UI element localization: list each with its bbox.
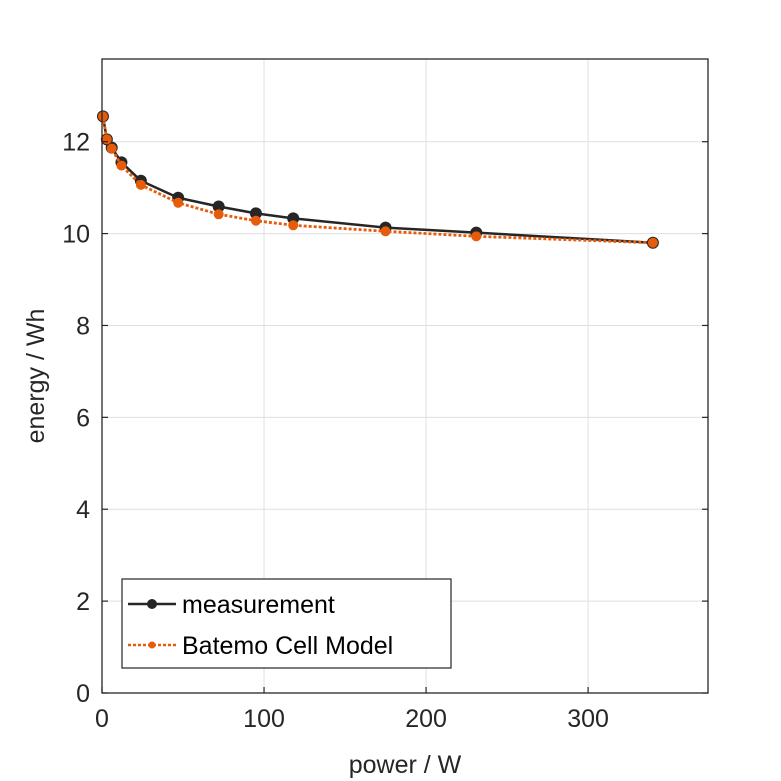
y-tick-label: 0	[76, 680, 90, 708]
y-tick-label: 6	[76, 404, 90, 432]
data-point-batemo-cell-model	[213, 209, 224, 220]
legend-label-batemo-cell-model: Batemo Cell Model	[182, 632, 393, 660]
data-point-batemo-cell-model	[106, 143, 117, 154]
y-tick-label: 10	[62, 221, 90, 249]
x-tick-label: 0	[95, 705, 109, 733]
ticks	[101, 141, 708, 694]
x-tick-label: 100	[243, 705, 285, 733]
legend-box	[121, 578, 452, 669]
series-layer	[96, 110, 659, 249]
data-point-batemo-cell-model	[647, 237, 658, 248]
data-point-batemo-cell-model	[116, 160, 127, 171]
data-point-batemo-cell-model	[101, 134, 112, 145]
data-point-batemo-cell-model	[135, 179, 146, 190]
y-tick-label: 4	[76, 496, 90, 524]
x-tick-labels: 0 100 200 300	[95, 705, 609, 733]
legend: measurement Batemo Cell Model	[121, 578, 452, 669]
y-axis-label: energy / Wh	[22, 309, 50, 444]
axes-box	[101, 58, 709, 694]
data-point-batemo-cell-model	[288, 220, 299, 231]
legend-marker-batemo-cell-model	[148, 641, 156, 649]
series-batemo-cell-model	[97, 111, 658, 248]
y-tick-label: 8	[76, 312, 90, 340]
y-tick-label: 12	[62, 129, 90, 157]
x-axis-label: power / W	[349, 751, 462, 779]
x-tick-label: 200	[405, 705, 447, 733]
y-tick-labels: 0 2 4 6 8 10 12	[62, 129, 90, 708]
data-point-batemo-cell-model	[250, 215, 261, 226]
data-point-batemo-cell-model	[97, 111, 108, 122]
y-tick-label: 2	[76, 588, 90, 616]
legend-marker-measurement	[147, 599, 157, 609]
data-point-batemo-cell-model	[173, 197, 184, 208]
legend-label-measurement: measurement	[182, 591, 335, 619]
data-point-batemo-cell-model	[471, 231, 482, 242]
x-tick-label: 300	[567, 705, 609, 733]
data-point-batemo-cell-model	[380, 226, 391, 237]
